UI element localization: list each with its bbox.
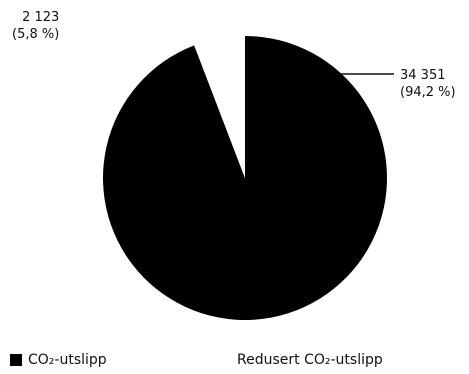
pie-slice-co2-utslipp <box>102 36 387 320</box>
slice-value-label-co2: 34 351 <box>400 68 446 83</box>
pie-slice-redusert-co2-utslipp <box>194 36 245 178</box>
slice-percent-label-co2: (94,2 %) <box>400 85 456 100</box>
slice-label-co2: 34 351 (94,2 %) <box>400 67 456 101</box>
chart-legend: CO₂-utslipp Redusert CO₂-utslipp <box>10 352 465 370</box>
slice-value-label-redusert: 2 123 <box>22 10 60 25</box>
slice-percent-label-redusert: (5,8 %) <box>12 27 60 42</box>
legend-item-redusert-co2-utslipp: Redusert CO₂-utslipp <box>237 352 383 368</box>
legend-label-co2-utslipp: CO₂-utslipp <box>28 352 107 368</box>
legend-label-redusert-co2-utslipp: Redusert CO₂-utslipp <box>237 352 383 368</box>
legend-item-co2-utslipp: CO₂-utslipp <box>10 352 107 368</box>
legend-swatch-co2-utslipp <box>10 354 22 366</box>
slice-label-redusert: 2 123 (5,8 %) <box>12 9 59 43</box>
